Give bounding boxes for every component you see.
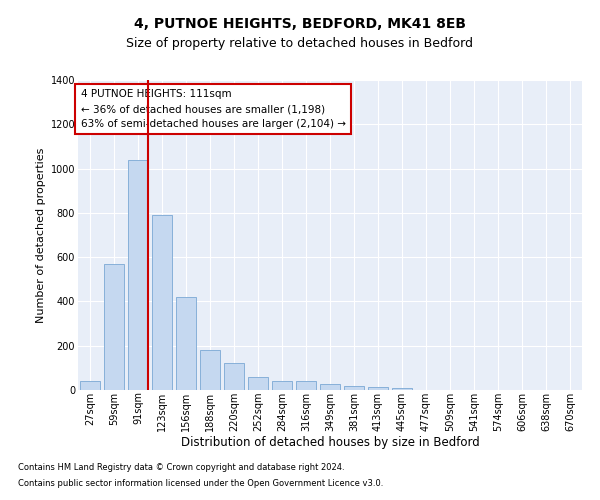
X-axis label: Distribution of detached houses by size in Bedford: Distribution of detached houses by size … bbox=[181, 436, 479, 450]
Bar bbox=[152, 215, 172, 390]
Bar bbox=[176, 297, 196, 390]
Bar bbox=[248, 376, 268, 390]
Bar bbox=[392, 388, 412, 390]
Bar bbox=[128, 160, 148, 390]
Bar bbox=[224, 364, 244, 390]
Bar bbox=[200, 350, 220, 390]
Bar bbox=[368, 386, 388, 390]
Text: Size of property relative to detached houses in Bedford: Size of property relative to detached ho… bbox=[127, 38, 473, 51]
Text: 4 PUTNOE HEIGHTS: 111sqm
← 36% of detached houses are smaller (1,198)
63% of sem: 4 PUTNOE HEIGHTS: 111sqm ← 36% of detach… bbox=[80, 90, 346, 129]
Y-axis label: Number of detached properties: Number of detached properties bbox=[37, 148, 46, 322]
Bar bbox=[344, 386, 364, 390]
Bar bbox=[272, 381, 292, 390]
Text: 4, PUTNOE HEIGHTS, BEDFORD, MK41 8EB: 4, PUTNOE HEIGHTS, BEDFORD, MK41 8EB bbox=[134, 18, 466, 32]
Bar bbox=[80, 381, 100, 390]
Bar bbox=[320, 384, 340, 390]
Bar bbox=[296, 381, 316, 390]
Text: Contains public sector information licensed under the Open Government Licence v3: Contains public sector information licen… bbox=[18, 478, 383, 488]
Text: Contains HM Land Registry data © Crown copyright and database right 2024.: Contains HM Land Registry data © Crown c… bbox=[18, 464, 344, 472]
Bar bbox=[104, 264, 124, 390]
